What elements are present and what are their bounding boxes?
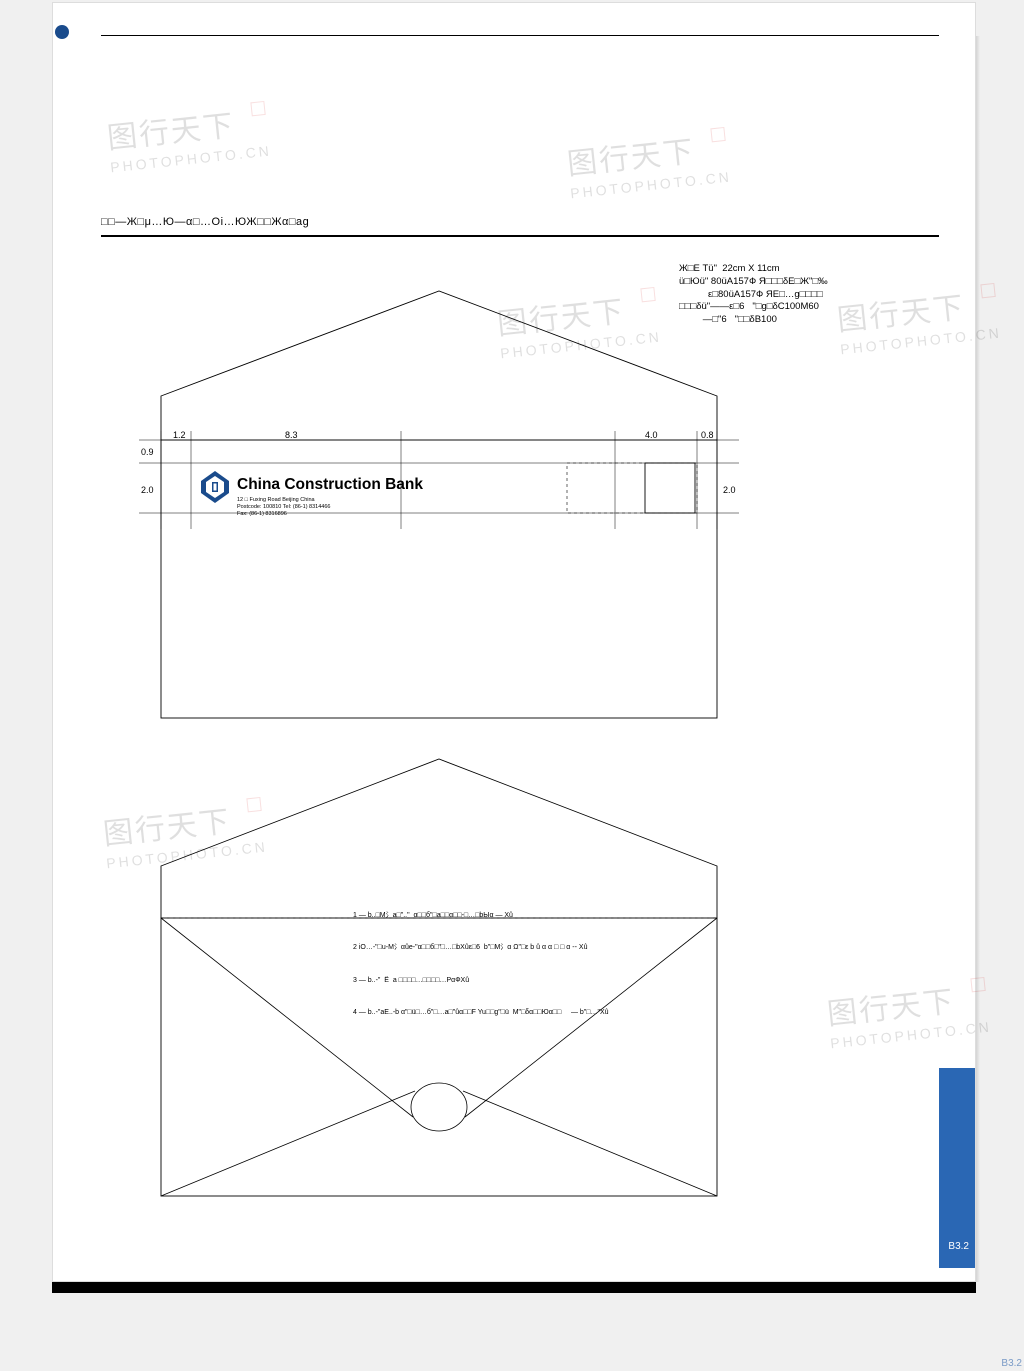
dim-brand-h: 2.0 bbox=[141, 485, 154, 495]
page-code-ghost: B3.2 bbox=[1001, 1358, 1022, 1369]
dim-stamp-w: 4.0 bbox=[645, 430, 658, 440]
brand-addr1: 12 □ Fuxing Road Beijing China bbox=[237, 497, 316, 503]
flap-note-3: 3 — b..-" Ё а □□□□…□□□□…PαФХû bbox=[353, 976, 823, 987]
dim-stamp-h: 2.0 bbox=[723, 485, 736, 495]
page-shadow-right bbox=[976, 36, 980, 1282]
page-code: B3.2 bbox=[948, 1241, 969, 1252]
stamp-guide-dashed bbox=[567, 463, 697, 513]
ccb-logo-icon bbox=[201, 471, 229, 503]
page-shadow-bottom bbox=[58, 1282, 976, 1288]
brand-addr3: Fax: (86-1) 8316896 bbox=[237, 511, 287, 517]
logo-dot bbox=[55, 25, 69, 39]
dim-left-margin: 1.2 bbox=[173, 430, 186, 440]
dim-brand-w: 8.3 bbox=[285, 430, 298, 440]
dim-right-margin: 0.8 bbox=[701, 430, 714, 440]
header-caption: □□—Ж□μ…Ю—α□…Oi…ЮЖ□□Жα□ag bbox=[101, 216, 309, 228]
canvas: □□—Ж□μ…Ю—α□…Oi…ЮЖ□□Жα□ag Ж□Е Тü" 22cm X … bbox=[0, 0, 1024, 1371]
divider-rule bbox=[101, 235, 939, 237]
top-rule bbox=[101, 35, 939, 36]
envelope-front-diagram: 1.2 8.3 4.0 0.8 0.9 2.0 2.0 bbox=[115, 283, 763, 743]
dim-top-gap: 0.9 bbox=[141, 447, 154, 457]
document-page: □□—Ж□μ…Ю—α□…Oi…ЮЖ□□Жα□ag Ж□Е Тü" 22cm X … bbox=[52, 2, 976, 1282]
flap-outline bbox=[161, 291, 717, 440]
section-tab bbox=[939, 1068, 975, 1268]
stamp-box bbox=[645, 463, 695, 513]
brand-title: China Construction Bank bbox=[237, 476, 423, 493]
flap-note-2: 2 iO…-"□u-М氵αûe-"α□□б□"□…□bХûε□6 b"□М氵α … bbox=[353, 943, 823, 954]
flap-note-4: 4 — b..-"aЕ..-b α"□ü□…б"□…а□"ûα□□F Yu□□g… bbox=[353, 1008, 823, 1019]
flap-note-1: 1 — b..□М氵a□".." α□□б"□a□□α□□-□…□bЫα — Х… bbox=[353, 911, 823, 922]
flap-notes: 1 — b..□М氵a□".." α□□б"□a□□α□□-□…□bЫα — Х… bbox=[353, 889, 823, 1041]
brand-addr2: Postcode: 100810 Tel: (86-1) 8314466 bbox=[237, 504, 330, 510]
